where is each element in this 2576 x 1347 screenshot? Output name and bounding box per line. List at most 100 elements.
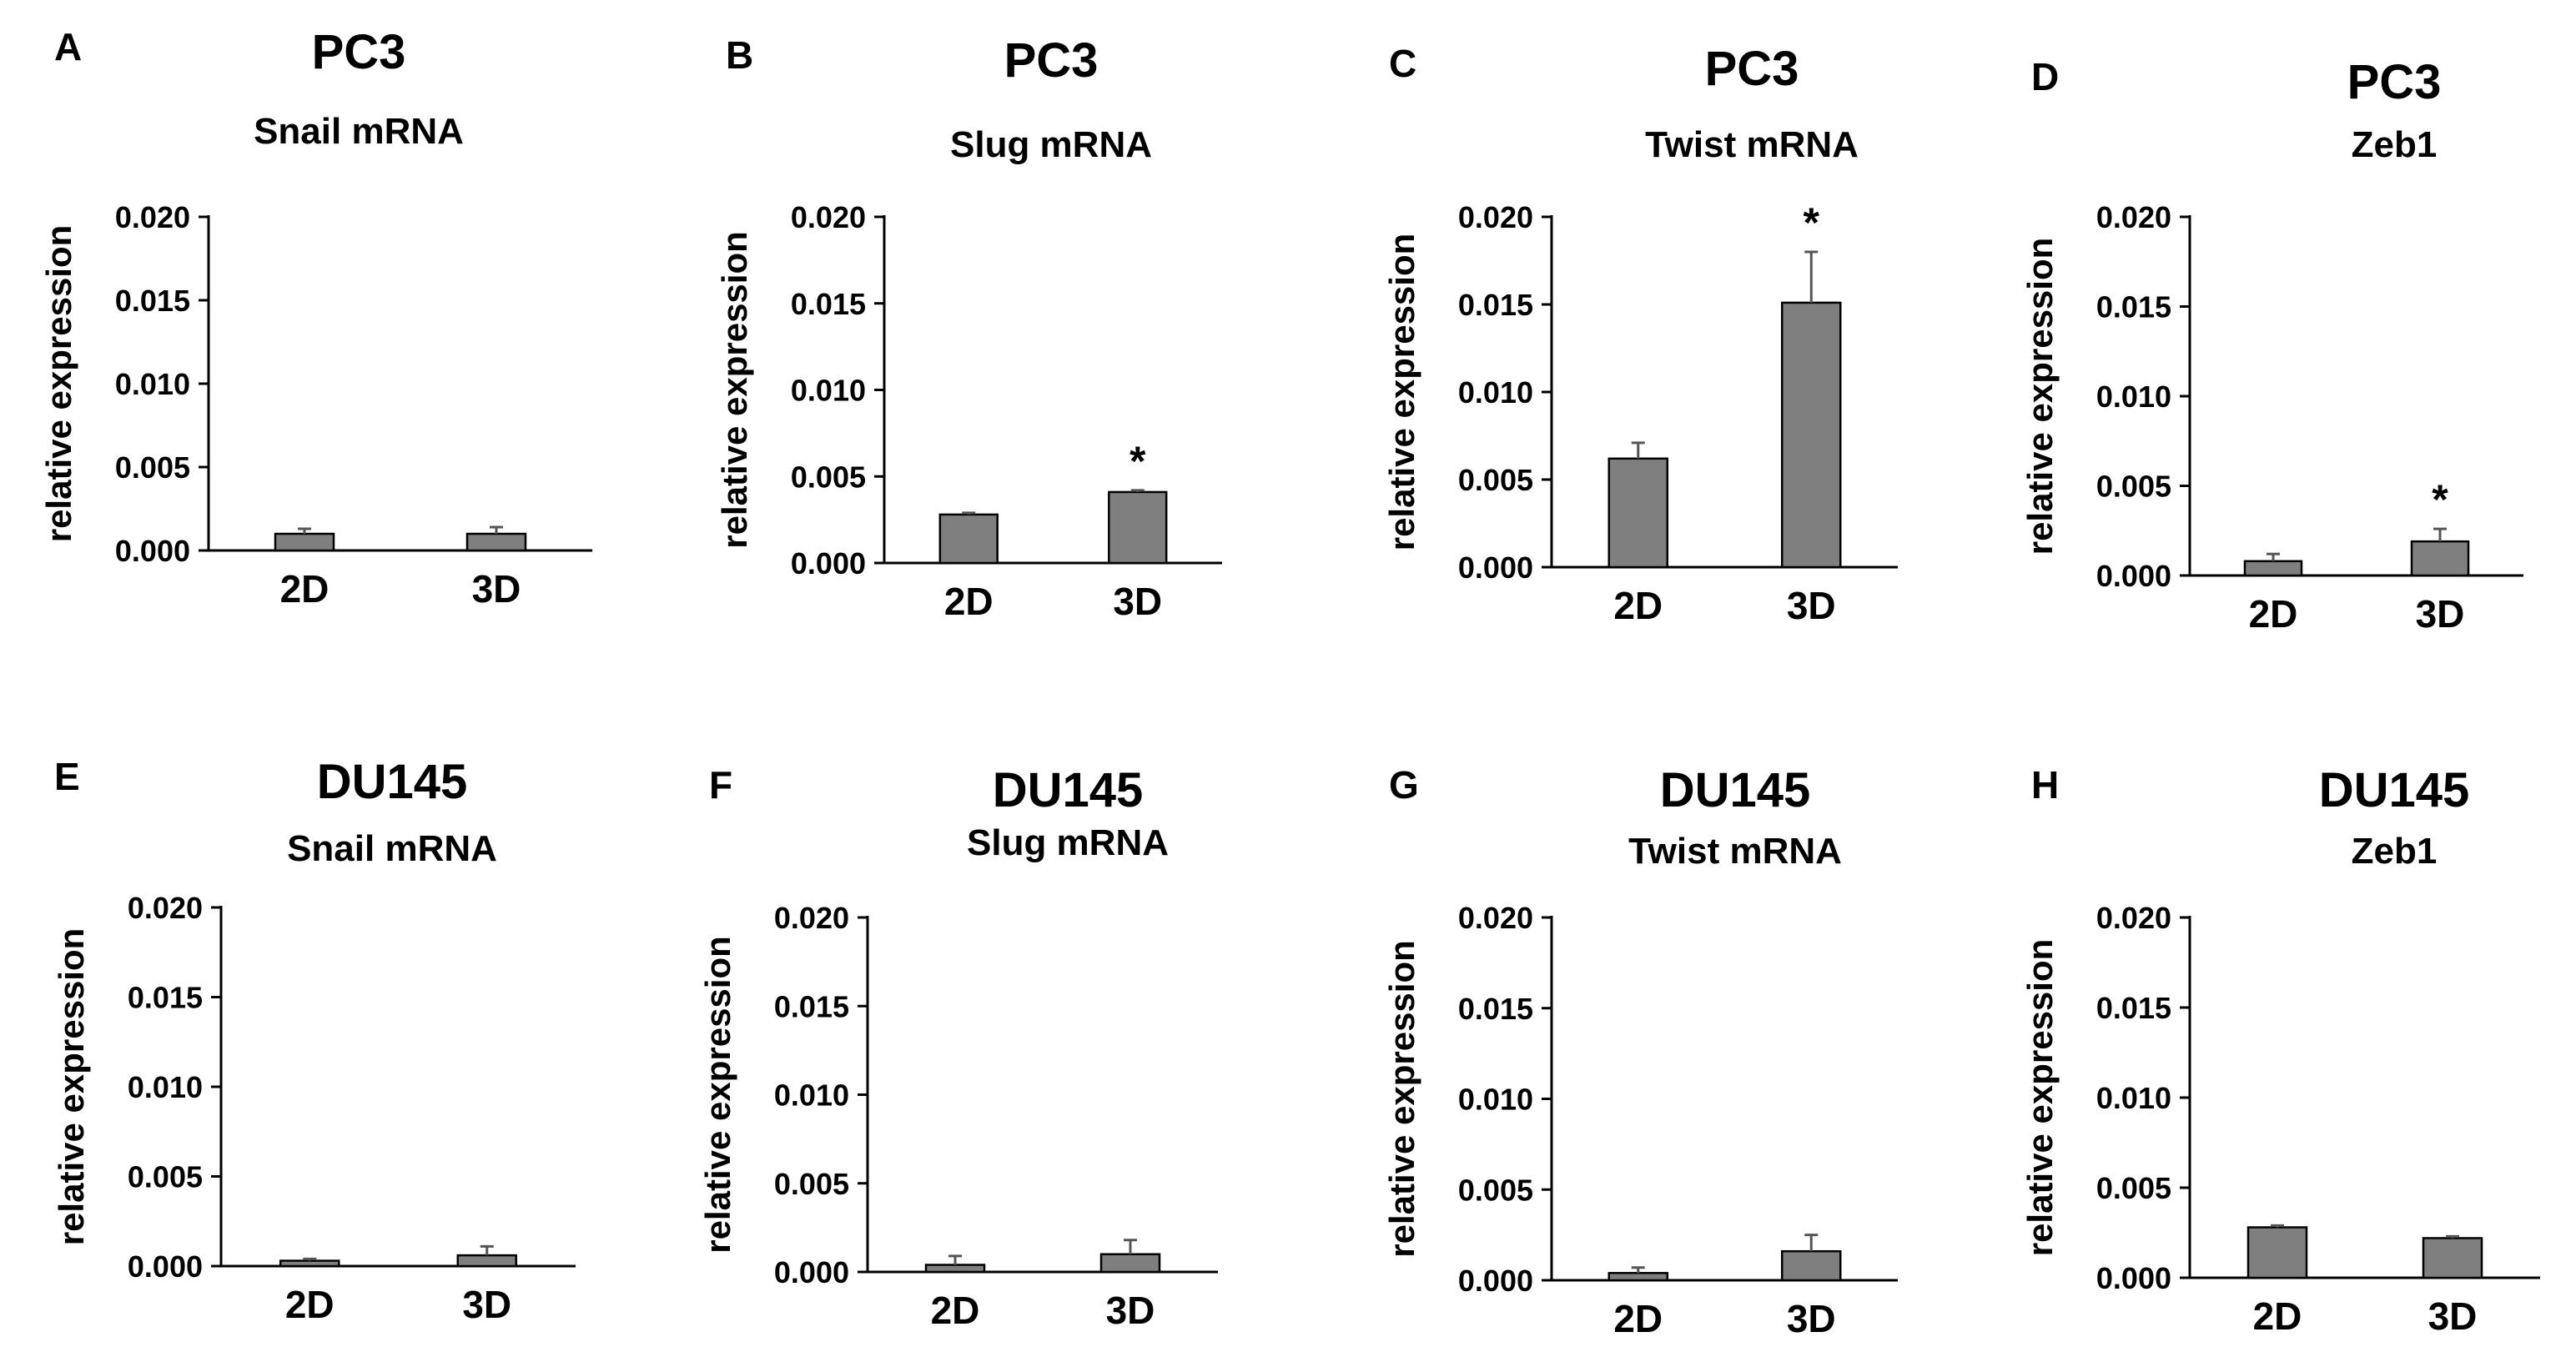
y-tick-label: 0.005: [791, 460, 866, 494]
y-tick-label: 0.005: [2096, 470, 2171, 504]
chart-title: Twist mRNA: [1645, 124, 1859, 165]
y-tick-label: 0.010: [128, 1070, 203, 1104]
x-tick-label: 3D: [472, 567, 521, 611]
chart-panel-b: B PC3 Slug mRNA relative expression 0.000 0.0…: [715, 33, 1222, 623]
y-axis-label: relative expression: [2020, 238, 2060, 555]
y-tick-label: 0.015: [2096, 290, 2171, 324]
y-tick-label: 0.015: [774, 989, 849, 1023]
x-tick-label: 3D: [1106, 1289, 1155, 1332]
chart-title: Slug mRNA: [967, 822, 1169, 863]
chart-panel-d: D PC3 Zeb1 relative expression 0.000 0.005 0.0…: [2020, 55, 2523, 636]
panel-letter: G: [1389, 763, 1419, 807]
x-tick-label: 3D: [1787, 1297, 1836, 1340]
bar-2d: [279, 1259, 340, 1268]
significance-marker: *: [2432, 476, 2448, 523]
significance-marker: *: [1804, 199, 1820, 246]
y-tick-label: 0.005: [115, 450, 190, 485]
y-tick-label: 0.010: [2096, 379, 2171, 414]
chart-title: Zeb1: [2352, 831, 2438, 872]
y-axis-label: relative expression: [715, 231, 754, 549]
x-tick-label: 3D: [2428, 1294, 2478, 1338]
y-tick-label: 0.000: [2096, 559, 2171, 593]
y-tick-label: 0.005: [128, 1160, 203, 1194]
chart-panel-h: H DU145 Zeb1 relative expression 0.000 0.005 0…: [2020, 763, 2540, 1338]
panel-cell-line: PC3: [1004, 33, 1099, 88]
panel-letter: H: [2031, 763, 2059, 807]
bar-3d: [456, 1254, 517, 1268]
y-tick-label: 0.000: [791, 546, 866, 581]
bar-3d: [1108, 490, 1168, 565]
x-tick-label: 3D: [1113, 580, 1162, 623]
y-tick-label: 0.000: [2096, 1261, 2171, 1295]
y-tick-label: 0.000: [774, 1255, 849, 1289]
y-tick-label: 0.005: [2096, 1171, 2171, 1205]
y-tick-label: 0.010: [791, 374, 866, 408]
panel-letter: C: [1389, 42, 1416, 85]
y-axis-label: relative expression: [1382, 940, 1421, 1258]
panel-cell-line: DU145: [317, 755, 468, 809]
y-axis-label: relative expression: [2020, 939, 2060, 1257]
y-tick-label: 0.020: [774, 901, 849, 935]
y-tick-label: 0.010: [1458, 1083, 1533, 1117]
y-tick-label: 0.020: [2096, 200, 2171, 234]
y-axis-label: relative expression: [1382, 234, 1421, 551]
x-tick-label: 3D: [2416, 592, 2465, 636]
y-axis-label: relative expression: [698, 936, 737, 1254]
y-tick-label: 0.010: [1458, 375, 1533, 410]
bar-3d: [1781, 301, 1842, 569]
panel-cell-line: PC3: [2347, 55, 2442, 109]
chart-panel-c: C PC3 Twist mRNA relative expression 0.000 0.…: [1382, 42, 1898, 627]
bar-3d: [2410, 540, 2470, 577]
panel-cell-line: DU145: [993, 763, 1144, 817]
y-tick-label: 0.010: [774, 1078, 849, 1113]
y-tick-label: 0.015: [1458, 288, 1533, 322]
y-tick-label: 0.015: [2096, 991, 2171, 1025]
bar-2d: [924, 1264, 986, 1274]
y-tick-label: 0.000: [1458, 1264, 1533, 1298]
bar-2d: [1607, 1272, 1668, 1282]
x-tick-label: 2D: [944, 580, 994, 623]
x-tick-label: 2D: [280, 567, 330, 611]
y-tick-label: 0.015: [791, 287, 866, 321]
x-tick-label: 2D: [1613, 1297, 1663, 1340]
x-tick-label: 3D: [462, 1283, 511, 1326]
y-tick-label: 0.020: [128, 891, 203, 925]
bar-3d: [1781, 1249, 1842, 1282]
chart-panel-a: A PC3 Snail mRNA relative expression 0.000 0.…: [39, 25, 592, 611]
y-tick-label: 0.000: [1458, 550, 1533, 585]
panel-letter: E: [54, 755, 80, 798]
chart-panel-f: F DU145 Slug mRNA relative expression 0.000 0…: [698, 763, 1218, 1332]
y-tick-label: 0.010: [115, 367, 190, 401]
y-tick-label: 0.010: [2096, 1081, 2171, 1115]
y-axis-label: relative expression: [52, 928, 91, 1246]
y-tick-label: 0.015: [115, 284, 190, 318]
panel-cell-line: PC3: [1705, 42, 1799, 96]
bar-3d: [465, 532, 527, 552]
bar-2d: [2246, 1226, 2308, 1279]
y-tick-label: 0.000: [115, 534, 190, 568]
panel-letter: D: [2031, 55, 2059, 98]
bar-3d: [2422, 1237, 2483, 1279]
y-tick-label: 0.020: [2096, 901, 2171, 935]
panel-letter: B: [726, 33, 753, 77]
y-tick-label: 0.020: [1458, 901, 1533, 935]
y-tick-label: 0.020: [115, 200, 190, 234]
x-tick-label: 3D: [1787, 584, 1836, 627]
y-tick-label: 0.015: [128, 981, 203, 1015]
x-tick-label: 2D: [285, 1283, 335, 1326]
y-tick-label: 0.005: [774, 1167, 849, 1201]
panel-cell-line: DU145: [2319, 763, 2470, 817]
chart-title: Zeb1: [2352, 124, 2438, 165]
y-tick-label: 0.005: [1458, 1173, 1533, 1207]
y-tick-label: 0.015: [1458, 992, 1533, 1026]
chart-title: Twist mRNA: [1628, 831, 1842, 872]
significance-marker: *: [1130, 438, 1146, 485]
y-tick-label: 0.005: [1458, 463, 1533, 497]
chart-title: Slug mRNA: [950, 124, 1152, 165]
bar-2d: [938, 513, 999, 565]
y-tick-label: 0.020: [791, 200, 866, 234]
y-tick-label: 0.020: [1458, 200, 1533, 234]
bar-2d: [1607, 457, 1668, 569]
chart-panel-e: E DU145 Snail mRNA relative expression 0.000…: [52, 755, 576, 1326]
